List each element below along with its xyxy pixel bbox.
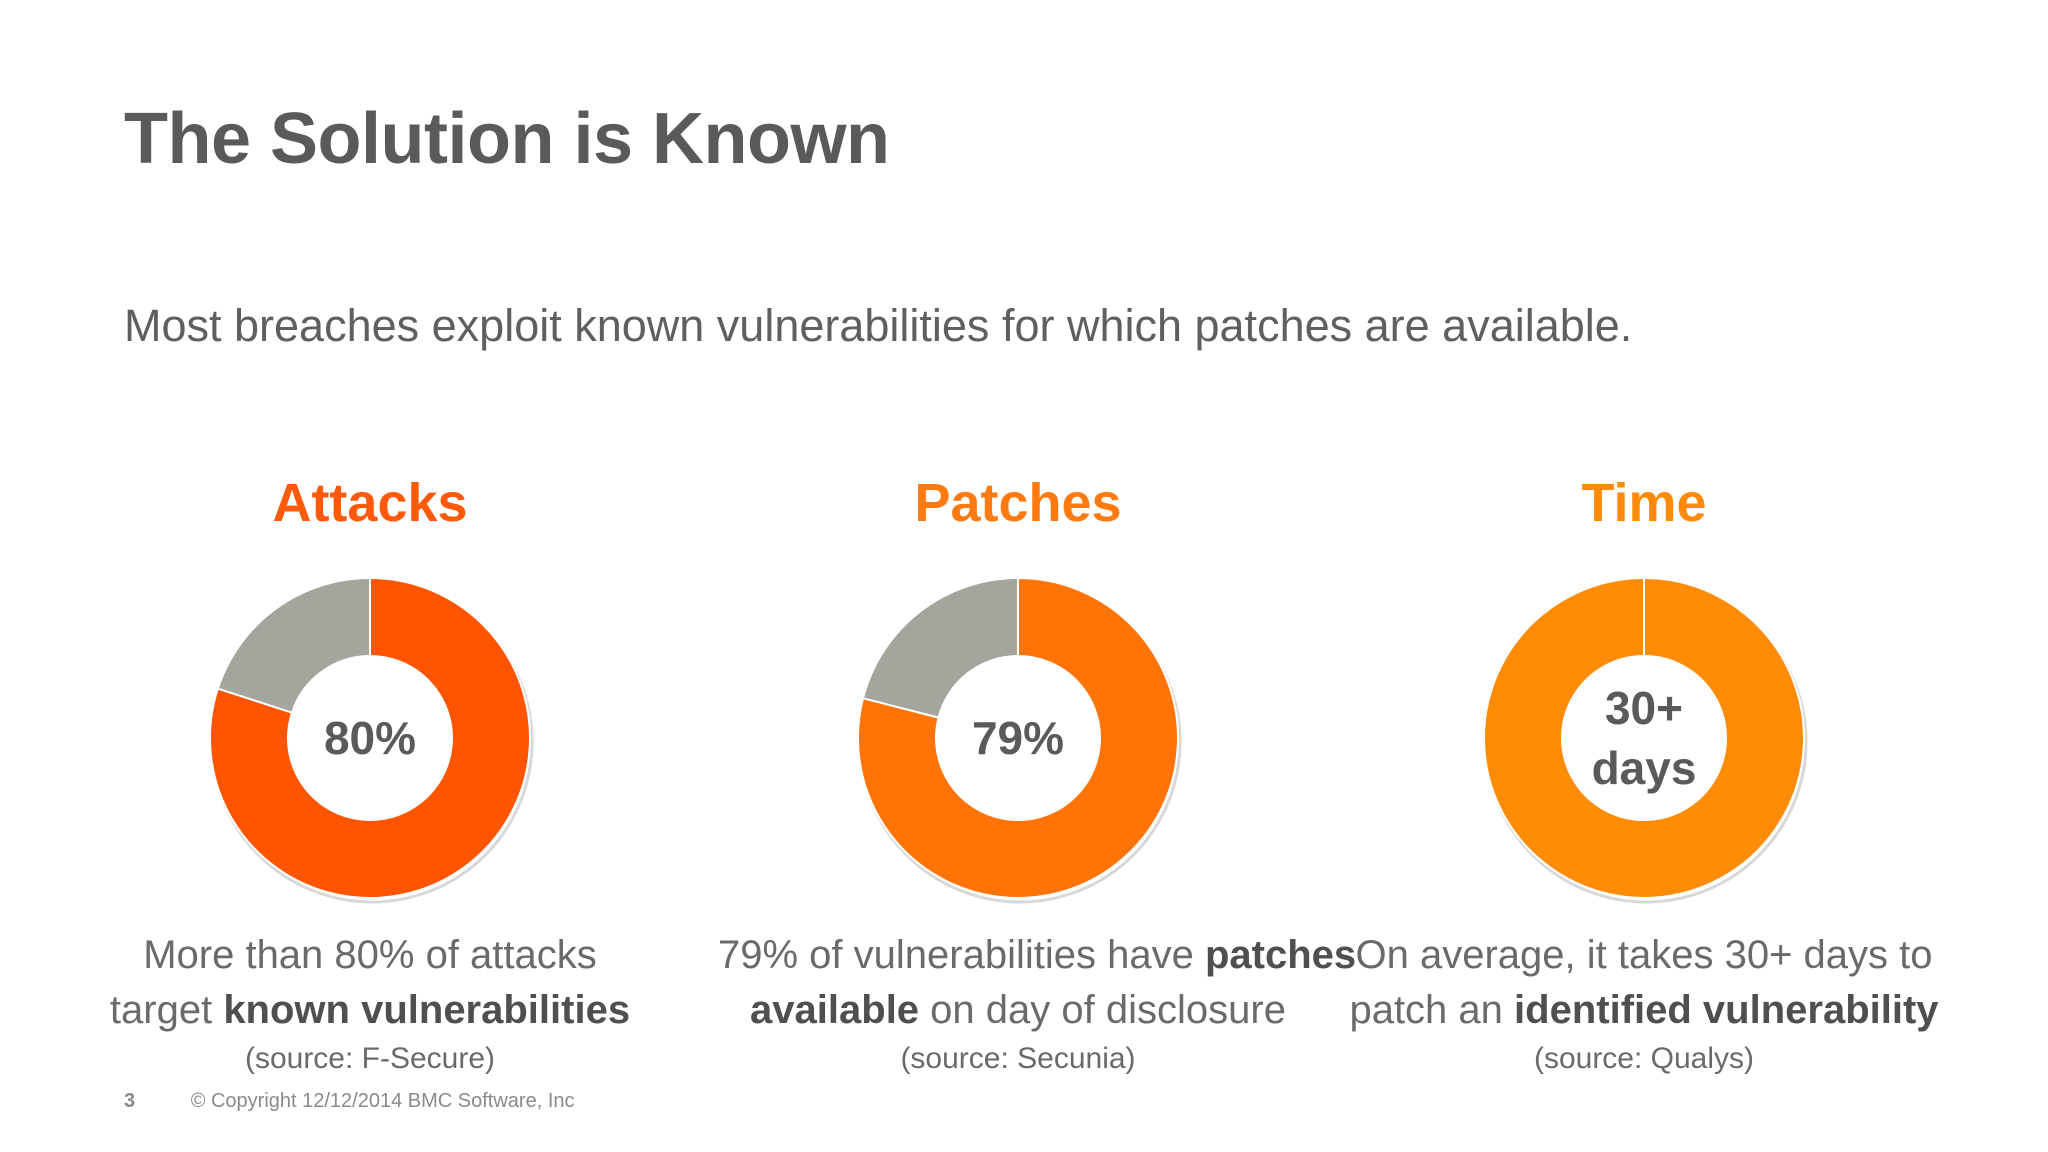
- description-text: On average, it takes 30+ days to: [1355, 933, 1933, 977]
- stat-heading: Attacks: [272, 473, 468, 533]
- description-line-1: More than 80% of attacks: [70, 928, 670, 983]
- donut-slice-0: [209, 576, 531, 899]
- stat-description: On average, it takes 30+ days to patch a…: [1344, 928, 1944, 1038]
- description-emphasis: known vulnerabilities: [223, 988, 631, 1032]
- stat-column-patches: Patches 79% 79% of vulnerabilities have …: [718, 468, 1356, 1080]
- description-line-1: On average, it takes 30+ days to: [1344, 928, 1944, 983]
- description-text: patch an: [1349, 988, 1515, 1032]
- stat-source: (source: Qualys): [1533, 1042, 1755, 1075]
- copyright-text: © Copyright 12/12/2014 BMC Software, Inc: [190, 1090, 575, 1112]
- donut-center-label: 30+ days: [1591, 682, 1697, 794]
- donut-center-label: 80%: [323, 712, 417, 764]
- donut-chart: 79%: [718, 568, 1318, 908]
- stat-column-time: Time 30+ days On average, it takes 30+ d…: [1344, 468, 1944, 1080]
- stat-column-attacks: Attacks 80% More than 80% of attacks tar…: [70, 468, 670, 1080]
- slide-footer: 3 © Copyright 12/12/2014 BMC Software, I…: [124, 1090, 575, 1113]
- description-line-1: 79% of vulnerabilities have patches: [718, 928, 1356, 983]
- donut-chart: 80%: [70, 568, 670, 908]
- description-emphasis: available: [750, 988, 920, 1032]
- donut-svg: [209, 576, 534, 904]
- donut-svg: [857, 576, 1182, 904]
- donut-chart: 30+ days: [1344, 568, 1944, 908]
- description-emphasis: patches: [1204, 933, 1357, 977]
- slide-subtitle: Most breaches exploit known vulnerabilit…: [124, 300, 1633, 351]
- description-line-2: patch an identified vulnerability: [1344, 983, 1944, 1038]
- description-line-2: target known vulnerabilities: [70, 983, 670, 1038]
- description-text: on day of disclosure: [919, 988, 1286, 1032]
- description-text: 79% of vulnerabilities have: [718, 933, 1205, 977]
- description-text: More than 80% of attacks: [143, 933, 597, 977]
- stat-source: (source: Secunia): [900, 1042, 1136, 1075]
- stat-heading: Patches: [914, 473, 1122, 533]
- stat-description: 79% of vulnerabilities have patches avai…: [718, 928, 1356, 1038]
- donut-slice-0: [857, 576, 1179, 899]
- donut-slice-0: [1482, 577, 1805, 899]
- slide-title: The Solution is Known: [124, 99, 890, 179]
- stat-heading: Time: [1581, 473, 1707, 533]
- description-emphasis: identified vulnerability: [1514, 988, 1939, 1032]
- donut-slice-1: [216, 576, 371, 714]
- donut-slice-1: [861, 576, 1019, 719]
- description-line-2: available on day of disclosure: [718, 983, 1318, 1038]
- donut-center-label: 79%: [971, 712, 1065, 764]
- stat-description: More than 80% of attacks target known vu…: [70, 928, 670, 1038]
- description-text: target: [109, 988, 224, 1032]
- donut-svg: [1482, 577, 1808, 904]
- page-number: 3: [124, 1090, 136, 1112]
- stat-source: (source: F-Secure): [244, 1042, 496, 1075]
